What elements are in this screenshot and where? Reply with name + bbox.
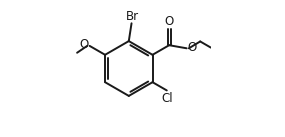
Text: O: O (187, 41, 197, 54)
Text: O: O (164, 15, 174, 28)
Text: O: O (80, 38, 89, 51)
Text: Br: Br (126, 10, 139, 23)
Text: Cl: Cl (162, 92, 173, 105)
